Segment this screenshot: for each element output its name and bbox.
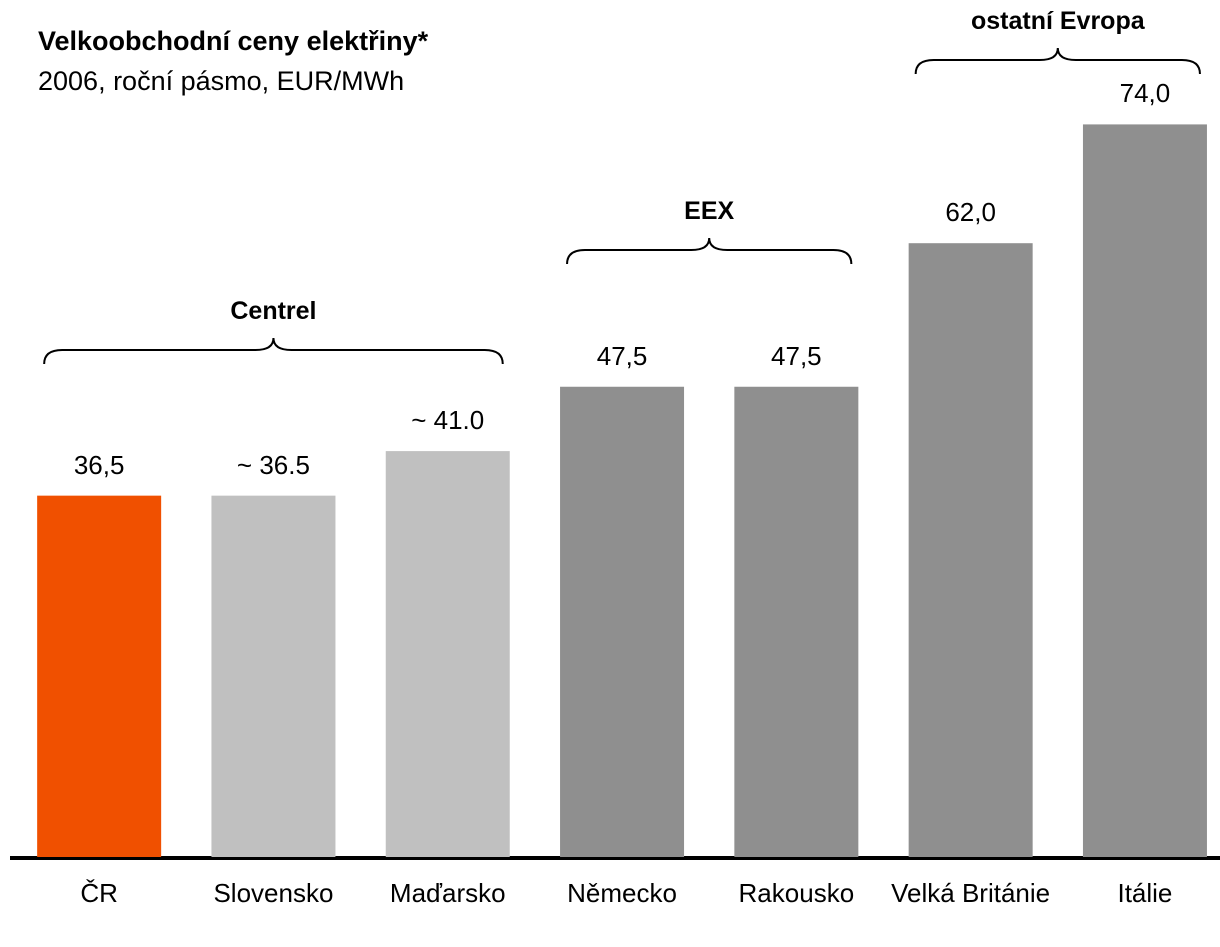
group-label: Centrel xyxy=(230,297,317,325)
group-brace xyxy=(566,237,853,265)
x-tick-label: ČR xyxy=(80,878,118,908)
group-brace xyxy=(914,47,1201,75)
value-label: 74,0 xyxy=(1119,78,1171,109)
chart-title: Velkoobchodní ceny elektřiny* xyxy=(38,26,429,56)
bar xyxy=(37,495,162,857)
x-tick-label: Rakousko xyxy=(738,878,855,908)
group-label: EEX xyxy=(684,197,735,225)
value-label: 47,5 xyxy=(596,340,648,371)
bar xyxy=(908,243,1033,857)
chart-subtitle: 2006, roční pásmo, EUR/MWh xyxy=(38,66,405,96)
x-tick-label: Velká Británie xyxy=(891,878,1051,908)
group-brace xyxy=(43,337,504,365)
x-tick-label: Maďarsko xyxy=(389,878,506,908)
bar xyxy=(734,386,859,857)
x-tick-label: Slovensko xyxy=(213,878,334,908)
bar xyxy=(385,451,510,857)
x-tick-label: Německo xyxy=(567,878,677,908)
x-tick-label: Itálie xyxy=(1117,878,1173,908)
value-label: ~ 36.5 xyxy=(236,449,310,480)
value-label: 62,0 xyxy=(945,197,996,228)
bar xyxy=(560,386,685,857)
bar xyxy=(211,495,336,857)
bar xyxy=(1082,124,1207,857)
value-label: 47,5 xyxy=(771,340,822,371)
value-label: 36,5 xyxy=(73,449,125,480)
group-label: ostatní Evropa xyxy=(970,7,1145,35)
value-label: ~ 41.0 xyxy=(411,405,485,436)
